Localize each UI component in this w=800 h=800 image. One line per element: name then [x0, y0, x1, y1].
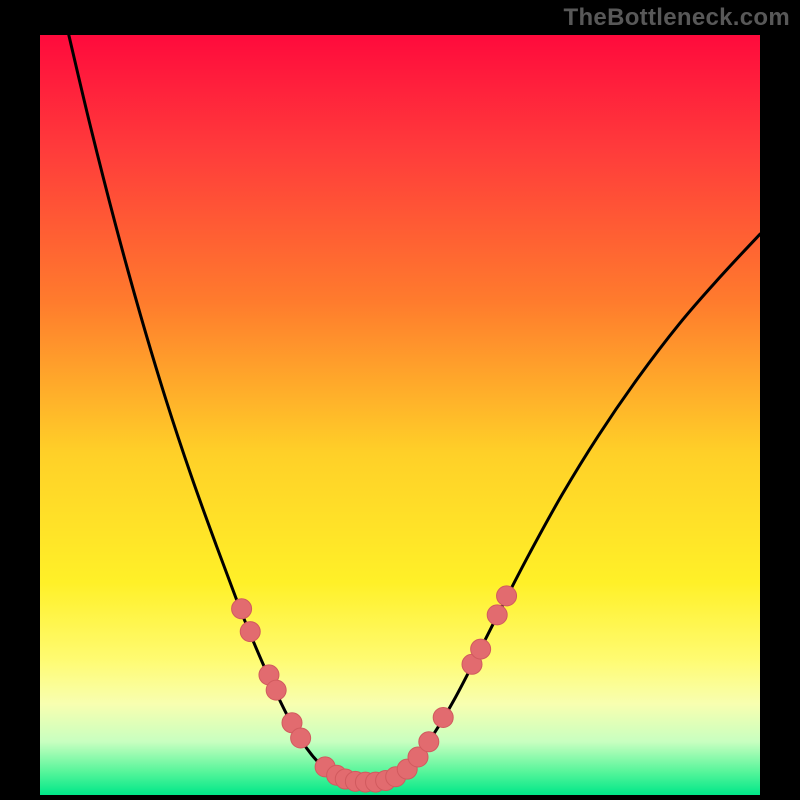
- data-marker: [232, 599, 252, 619]
- data-marker: [433, 707, 453, 727]
- chart-container: { "canvas": { "width": 800, "height": 80…: [0, 0, 800, 800]
- data-marker: [419, 732, 439, 752]
- watermark-text: TheBottleneck.com: [564, 4, 790, 32]
- data-marker: [240, 622, 260, 642]
- data-marker: [497, 586, 517, 606]
- curve-line: [69, 35, 760, 784]
- chart-svg: [40, 35, 760, 795]
- data-marker: [266, 680, 286, 700]
- data-marker: [291, 728, 311, 748]
- data-marker: [471, 639, 491, 659]
- plot-area: [40, 35, 760, 795]
- data-marker: [487, 605, 507, 625]
